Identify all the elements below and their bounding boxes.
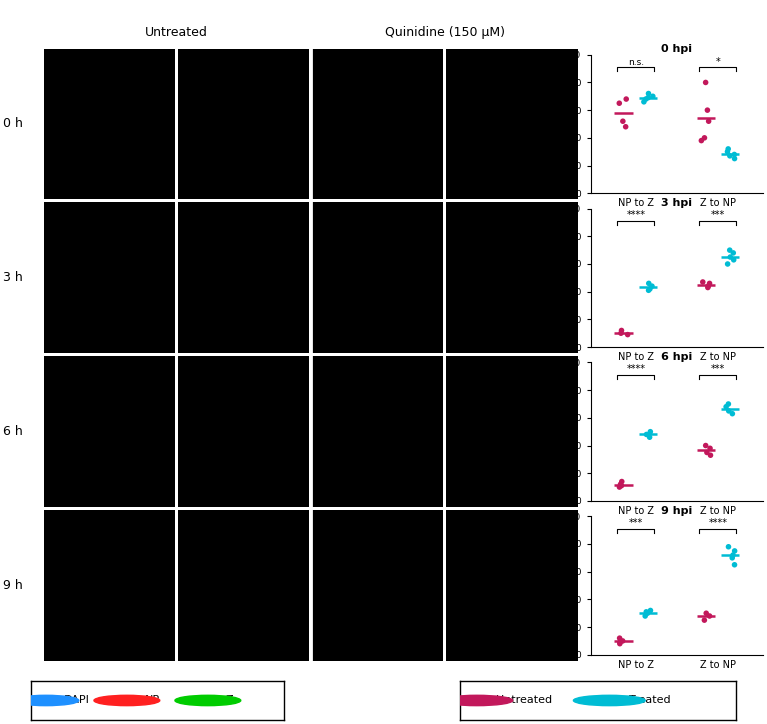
- Point: [701, 104, 713, 116]
- Text: *: *: [716, 56, 720, 67]
- Title: 3 hpi: 3 hpi: [661, 198, 693, 208]
- Point: [723, 398, 735, 410]
- Point: [614, 479, 627, 490]
- Point: [703, 610, 716, 622]
- Point: [621, 329, 634, 340]
- Text: 0 h: 0 h: [3, 117, 23, 130]
- Text: Untreated: Untreated: [145, 26, 208, 39]
- Text: Untreated: Untreated: [496, 696, 552, 705]
- Text: ****: ****: [709, 518, 727, 528]
- Point: [614, 632, 626, 644]
- Text: Quinidine (150 μM): Quinidine (150 μM): [385, 26, 505, 39]
- Point: [729, 545, 741, 557]
- Circle shape: [574, 695, 645, 706]
- Point: [640, 606, 653, 618]
- Y-axis label: Co-occurrence (%): Co-occurrence (%): [554, 82, 563, 166]
- Point: [641, 607, 653, 619]
- Point: [728, 148, 740, 160]
- Point: [700, 77, 712, 88]
- Point: [702, 282, 714, 293]
- Text: 3 h: 3 h: [3, 272, 23, 285]
- Point: [642, 92, 654, 104]
- Point: [727, 247, 739, 258]
- Point: [724, 150, 736, 161]
- Point: [644, 283, 656, 295]
- Point: [639, 610, 651, 622]
- Point: [701, 447, 713, 458]
- Point: [642, 88, 654, 99]
- Text: 9 h: 9 h: [3, 579, 23, 592]
- Point: [726, 408, 739, 419]
- Text: ****: ****: [627, 211, 645, 220]
- Title: 0 hpi: 0 hpi: [661, 44, 693, 54]
- Point: [614, 638, 626, 649]
- Point: [614, 636, 626, 648]
- Text: 6 h: 6 h: [3, 425, 23, 438]
- Point: [643, 277, 655, 289]
- Point: [726, 552, 739, 563]
- Point: [700, 607, 713, 619]
- Point: [644, 426, 657, 437]
- Point: [644, 432, 656, 443]
- Point: [616, 476, 628, 487]
- Text: Z: Z: [225, 696, 233, 705]
- Point: [704, 442, 716, 454]
- Text: Treated: Treated: [629, 696, 670, 705]
- Title: 6 hpi: 6 hpi: [661, 352, 693, 362]
- Circle shape: [441, 695, 512, 706]
- Text: ***: ***: [629, 518, 643, 528]
- Point: [729, 559, 741, 571]
- Point: [723, 405, 735, 417]
- Point: [615, 480, 627, 492]
- Text: NP: NP: [144, 696, 160, 705]
- Point: [647, 90, 659, 102]
- Circle shape: [13, 695, 79, 706]
- Point: [615, 327, 627, 339]
- Text: ***: ***: [711, 211, 725, 220]
- Text: DAPI: DAPI: [64, 696, 90, 705]
- Point: [698, 132, 710, 143]
- Point: [614, 481, 626, 493]
- Point: [613, 98, 625, 109]
- Point: [722, 143, 734, 155]
- Point: [720, 401, 732, 413]
- Point: [723, 244, 736, 256]
- Point: [702, 280, 714, 292]
- Point: [703, 277, 716, 289]
- Point: [703, 115, 715, 127]
- Point: [698, 615, 710, 626]
- Point: [640, 93, 652, 105]
- Point: [696, 276, 709, 287]
- Text: ****: ****: [627, 364, 645, 374]
- Point: [727, 550, 739, 561]
- Point: [700, 439, 712, 451]
- Y-axis label: Co-occurrence (%): Co-occurrence (%): [554, 390, 563, 473]
- Point: [644, 605, 657, 616]
- Y-axis label: Co-occurrence (%): Co-occurrence (%): [554, 544, 563, 628]
- Point: [620, 121, 632, 132]
- Point: [724, 251, 736, 263]
- Point: [723, 541, 735, 552]
- Point: [646, 280, 658, 292]
- Point: [721, 146, 733, 158]
- Point: [728, 254, 740, 266]
- Text: n.s.: n.s.: [627, 57, 644, 67]
- Point: [615, 324, 627, 336]
- Point: [695, 135, 707, 146]
- Title: 9 hpi: 9 hpi: [661, 505, 693, 515]
- Circle shape: [175, 695, 241, 706]
- Point: [729, 153, 741, 164]
- Point: [617, 635, 629, 647]
- Point: [637, 96, 650, 108]
- Circle shape: [94, 695, 160, 706]
- Point: [617, 115, 629, 127]
- Point: [640, 429, 653, 440]
- Y-axis label: Co-occurrence (%): Co-occurrence (%): [554, 236, 563, 320]
- Point: [704, 450, 716, 461]
- Point: [620, 93, 632, 105]
- Point: [643, 285, 655, 296]
- Point: [722, 258, 734, 270]
- Text: ***: ***: [711, 364, 725, 374]
